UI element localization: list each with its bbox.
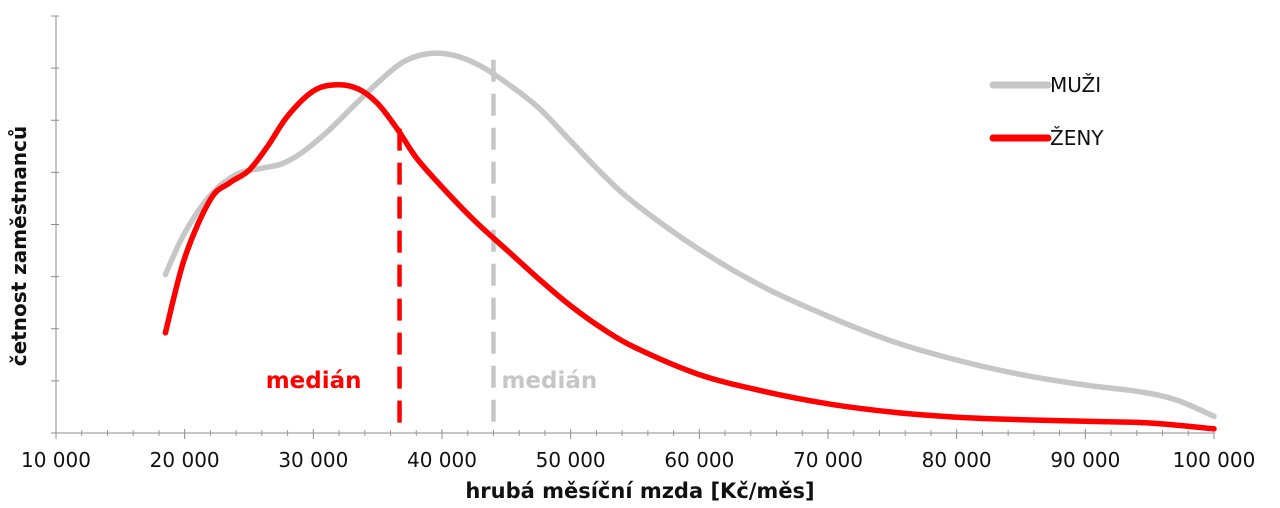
x-axis-title: hrubá měsíční mzda [Kč/měs] bbox=[465, 479, 814, 503]
legend-label: MUŽI bbox=[1050, 73, 1101, 97]
x-tick-label: 60 000 bbox=[664, 448, 734, 472]
axes: 10 000 20 000 30 000 40 000 50 000 60 000 70 0… bbox=[21, 15, 1256, 472]
x-tick-label: 100 000 bbox=[1173, 448, 1256, 472]
legend-label: ŽENY bbox=[1050, 126, 1104, 150]
labels: medián medián bbox=[266, 368, 598, 394]
x-tick-label: 70 000 bbox=[793, 448, 863, 472]
x-tick-label: 90 000 bbox=[1050, 448, 1120, 472]
x-tick-label: 50 000 bbox=[536, 448, 606, 472]
x-tick-label: 30 000 bbox=[278, 448, 348, 472]
median-label: medián bbox=[501, 368, 597, 394]
series-line-muzi bbox=[162, 50, 1217, 420]
series-line-zeny bbox=[162, 82, 1217, 432]
y-axis-title: četnost zaměstnanců bbox=[7, 126, 31, 366]
legend: MUŽI ŽENY bbox=[989, 73, 1104, 150]
x-tick-label: 20 000 bbox=[150, 448, 220, 472]
x-tick-label: 10 000 bbox=[21, 448, 91, 472]
series-lines bbox=[162, 50, 1217, 432]
median-lines bbox=[397, 59, 496, 433]
x-tick-label: 40 000 bbox=[407, 448, 477, 472]
median-label: medián bbox=[266, 368, 362, 394]
x-tick-label: 80 000 bbox=[922, 448, 992, 472]
